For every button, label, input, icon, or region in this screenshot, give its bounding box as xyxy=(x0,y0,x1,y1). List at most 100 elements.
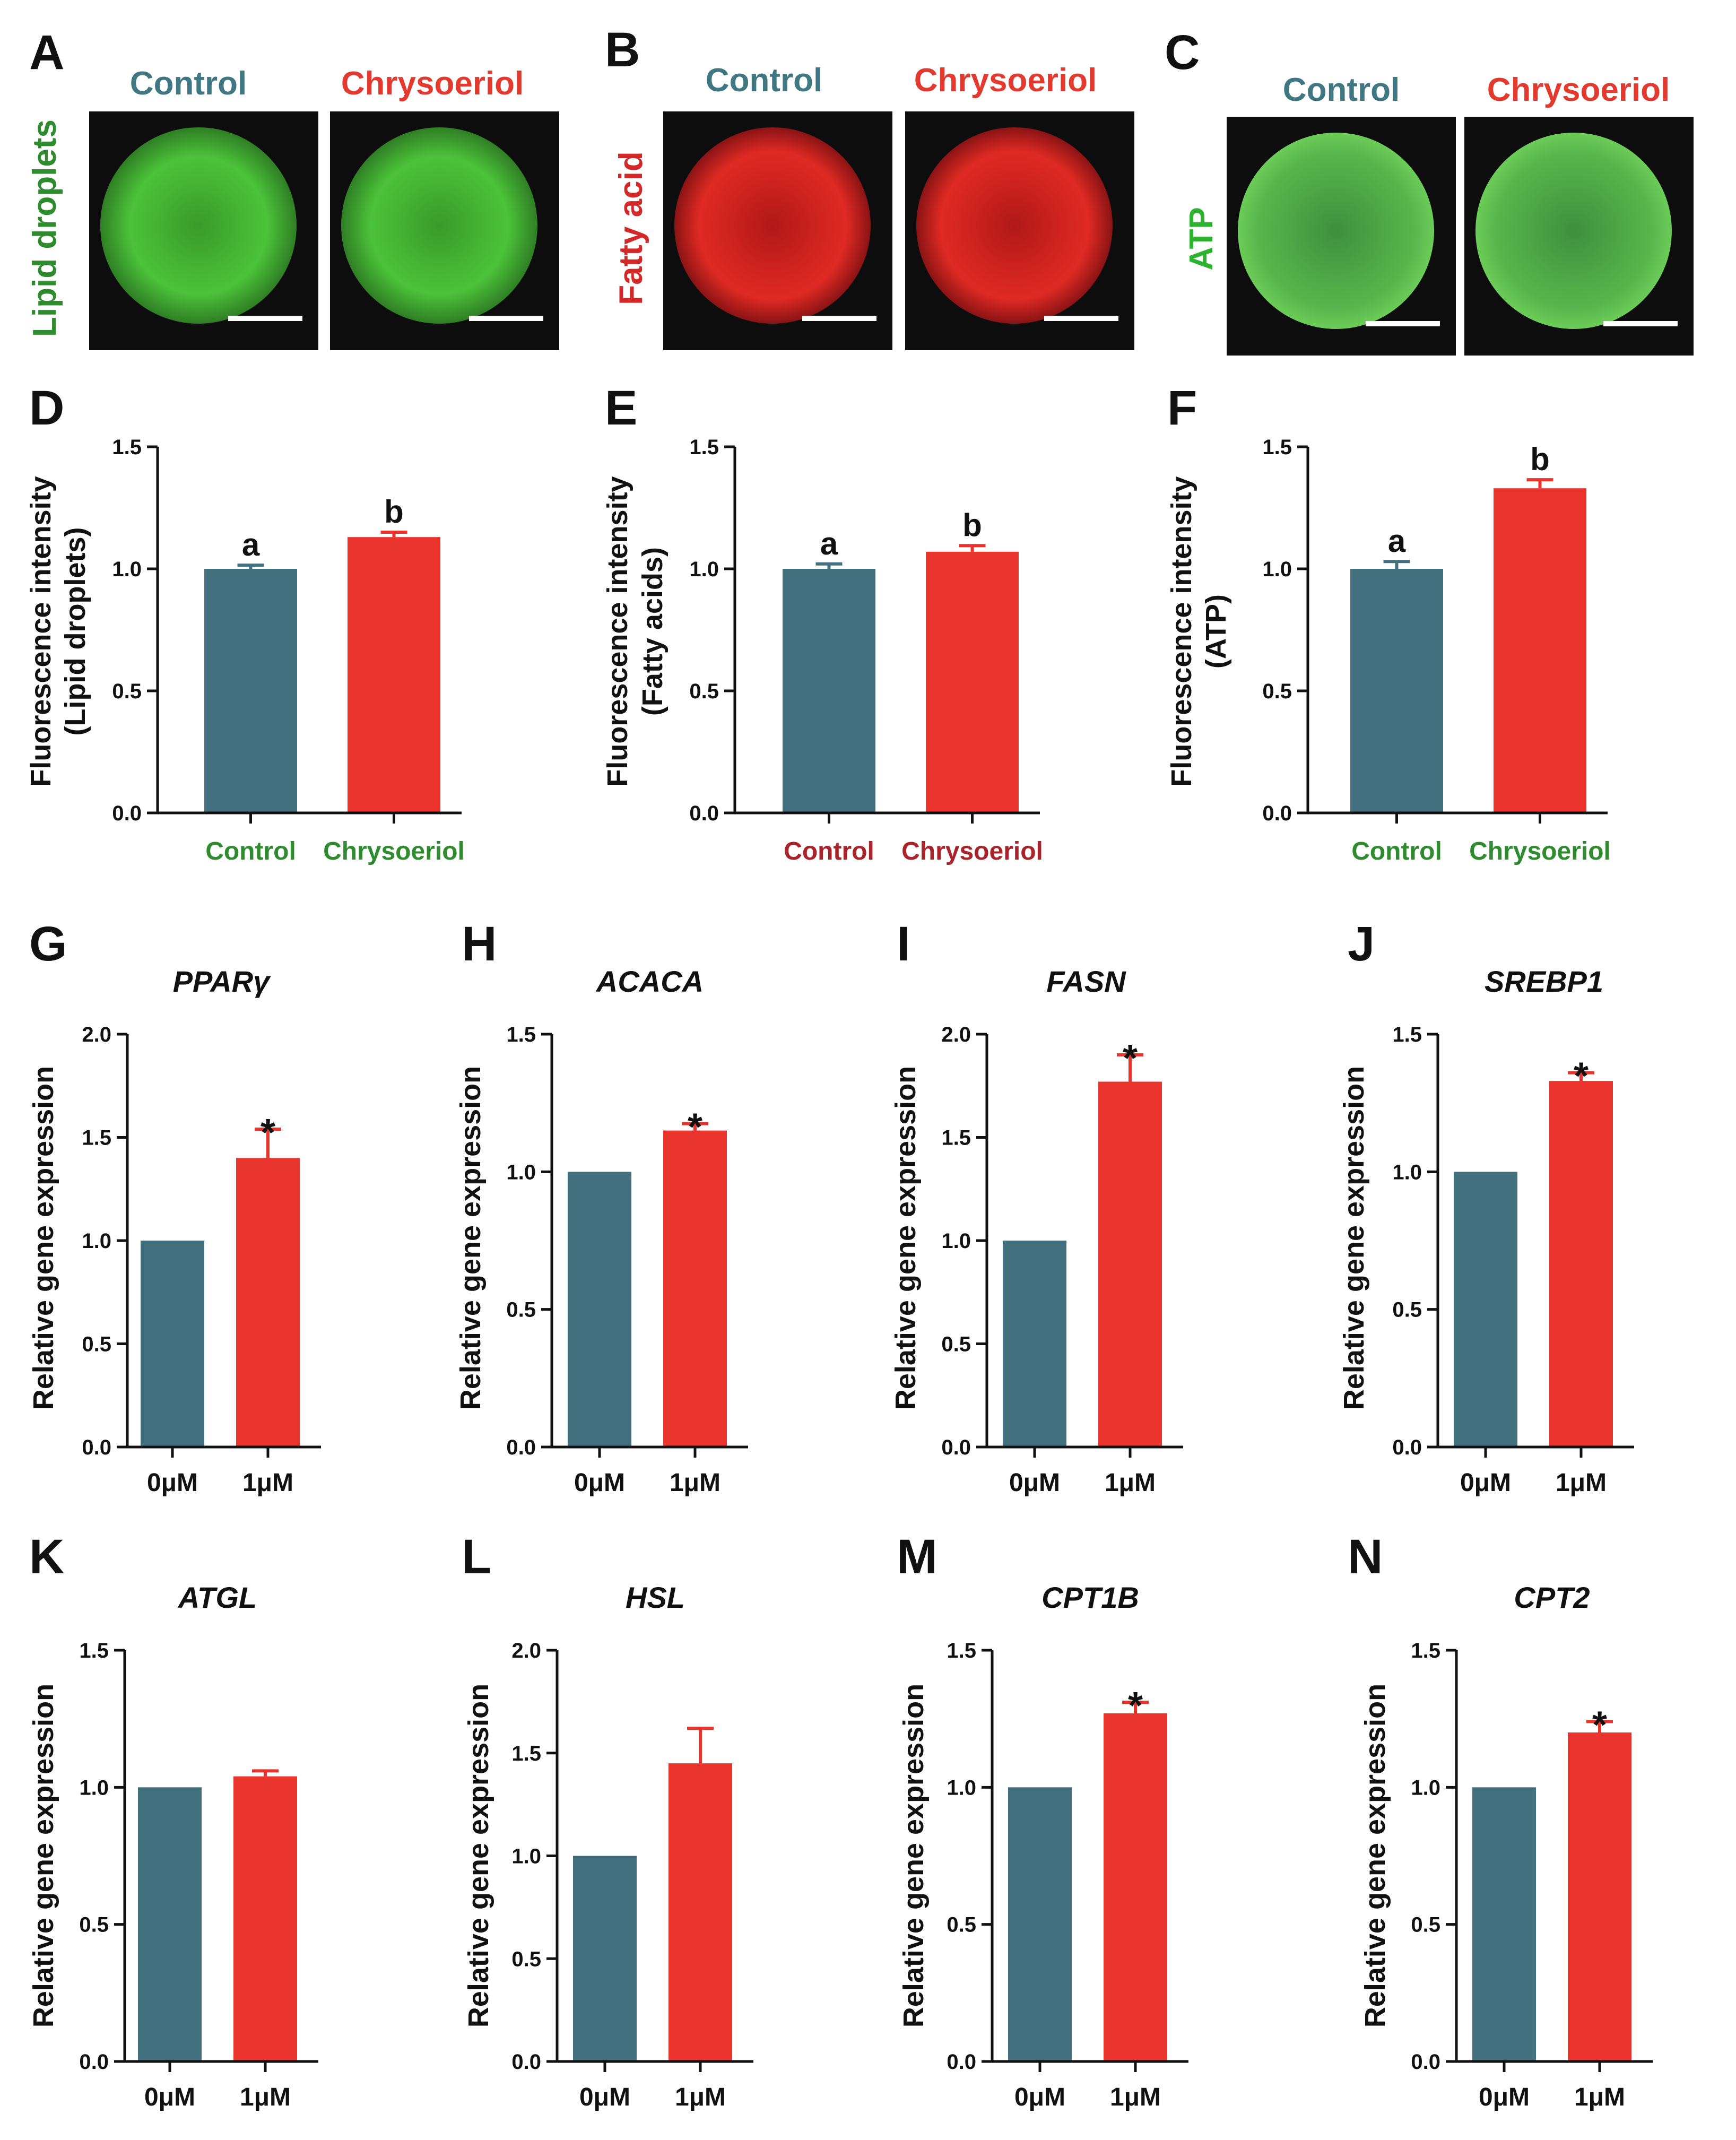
chart-title: CPT2 xyxy=(1514,1581,1590,1614)
y-tick-label: 1.0 xyxy=(947,1776,976,1799)
chart-title: PPARγ xyxy=(173,965,271,998)
chart-panel-d: D Fluorescence intensity (Lipid droplets) a… xyxy=(25,381,465,865)
y-tick-label: 0.5 xyxy=(511,1947,541,1971)
y-tick-label: 1.0 xyxy=(1411,1776,1440,1799)
cell-body xyxy=(1475,133,1672,329)
scale-bar xyxy=(228,316,302,321)
y-tick-label: 1.0 xyxy=(82,1229,111,1253)
bar-chrysoeriol xyxy=(1494,488,1586,813)
y-tick-label: 1.5 xyxy=(112,436,142,459)
micrograph-panels: A Control Chrysoeriol Lipid droplets B Contro… xyxy=(27,23,1694,356)
y-tick-label: 1.0 xyxy=(511,1845,541,1868)
significance-label: a xyxy=(820,526,838,561)
stain-label: Fatty acid xyxy=(613,151,649,305)
control-micrograph xyxy=(89,111,318,350)
bar-1μm xyxy=(236,1158,300,1447)
bar-0μm xyxy=(138,1787,202,2061)
x-category-label: Control xyxy=(1351,837,1442,865)
y-tick-label: 1.5 xyxy=(689,436,719,459)
y-tick-label: 1.5 xyxy=(511,1742,541,1765)
control-label: Control xyxy=(1283,72,1400,108)
cell-body xyxy=(674,127,871,324)
chart-title: ACACA xyxy=(595,965,704,998)
control-label: Control xyxy=(706,62,822,99)
bar-chrysoeriol xyxy=(348,537,440,813)
bar-1μm xyxy=(1549,1081,1613,1447)
chart-panel-h: H ACACA Relative gene expression 0μM * 1μM 0.0… xyxy=(455,917,748,1497)
x-category-label: 0μM xyxy=(1014,2083,1065,2111)
significance-label: b xyxy=(384,494,404,530)
y-tick-label: 0.0 xyxy=(511,2050,541,2074)
x-category-label: Control xyxy=(205,837,296,865)
panel-label: N xyxy=(1348,1530,1383,1584)
x-category-label: 0μM xyxy=(1479,2083,1530,2111)
y-tick-label: 1.0 xyxy=(689,558,719,581)
chart-panel-i: I FASN Relative gene expression 0μM * 1μM 0.0 0… xyxy=(890,917,1183,1497)
y-tick-label: 1.0 xyxy=(79,1776,109,1799)
x-category-label: Chrysoeriol xyxy=(901,837,1043,865)
bar-chrysoeriol xyxy=(926,551,1019,813)
y-axis-title: Relative gene expression xyxy=(28,1066,59,1410)
panel-a: A Control Chrysoeriol Lipid droplets xyxy=(27,25,559,350)
y-axis-title: Relative gene expression xyxy=(28,1684,59,2028)
y-tick-label: 0.0 xyxy=(82,1436,111,1459)
bar-0μm xyxy=(573,1856,637,2061)
treated-micrograph xyxy=(330,111,559,350)
y-axis-title: Relative gene expression xyxy=(890,1066,922,1410)
y-axis-title: Fluorescence intensity xyxy=(25,476,57,786)
chart-panel-m: M CPT1B Relative gene expression 0μM * 1μM 0.0… xyxy=(897,1530,1188,2111)
chart-panel-e: E Fluorescence intensity (Fatty acids) a Con… xyxy=(602,381,1043,865)
stain-label: Lipid droplets xyxy=(27,119,63,337)
y-axis-title: Relative gene expression xyxy=(455,1066,487,1410)
treated-micrograph xyxy=(905,111,1134,350)
y-tick-label: 1.5 xyxy=(947,1639,976,1662)
bar-0μm xyxy=(568,1172,631,1447)
y-tick-label: 0.0 xyxy=(689,802,719,825)
y-axis-title: Fluorescence intensity xyxy=(602,476,633,786)
chart-title: HSL xyxy=(626,1581,685,1614)
cell-body xyxy=(1238,133,1434,329)
bar-1μm xyxy=(1104,1713,1167,2061)
y-tick-label: 1.5 xyxy=(1262,436,1292,459)
y-tick-label: 2.0 xyxy=(511,1639,541,1662)
y-tick-label: 0.0 xyxy=(506,1436,536,1459)
panel-label: I xyxy=(897,917,910,971)
y-axis-title: (Lipid droplets) xyxy=(59,527,91,736)
y-axis-title: Relative gene expression xyxy=(898,1684,930,2028)
significance-label: * xyxy=(261,1112,275,1154)
x-category-label: 1μM xyxy=(1110,2083,1161,2111)
y-tick-label: 0.5 xyxy=(1411,1913,1440,1937)
x-category-label: Control xyxy=(784,837,874,865)
panel-label: H xyxy=(462,917,497,971)
bar-control xyxy=(204,569,297,813)
panel-label: D xyxy=(29,381,64,435)
chart-title: SREBP1 xyxy=(1485,965,1603,998)
x-category-label: 1μM xyxy=(675,2083,726,2111)
y-tick-label: 0.0 xyxy=(79,2050,109,2074)
panel-label: E xyxy=(605,381,637,435)
y-tick-label: 1.5 xyxy=(82,1127,111,1150)
y-tick-label: 0.5 xyxy=(1262,680,1292,703)
y-tick-label: 1.5 xyxy=(1411,1639,1440,1662)
panel-label: K xyxy=(29,1530,64,1584)
y-tick-label: 1.0 xyxy=(112,558,142,581)
x-category-label: 1μM xyxy=(1574,2083,1625,2111)
chart-title: ATGL xyxy=(177,1581,257,1614)
y-tick-label: 1.0 xyxy=(506,1160,536,1184)
y-tick-label: 2.0 xyxy=(941,1023,971,1046)
chart-panel-j: J SREBP1 Relative gene expression 0μM * 1μM 0.… xyxy=(1338,917,1634,1497)
x-category-label: 0μM xyxy=(574,1469,625,1497)
y-tick-label: 0.5 xyxy=(506,1298,536,1322)
bar-0μm xyxy=(1454,1172,1517,1447)
y-tick-label: 0.5 xyxy=(1392,1298,1422,1322)
y-axis-title: (ATP) xyxy=(1200,594,1232,669)
treated-label: Chrysoeriol xyxy=(341,65,524,102)
x-category-label: 0μM xyxy=(144,2083,195,2111)
scale-bar xyxy=(1603,321,1678,326)
y-axis-title: Relative gene expression xyxy=(1338,1066,1370,1410)
bar-1μm xyxy=(233,1776,297,2061)
significance-label: * xyxy=(1128,1685,1143,1727)
y-tick-label: 0.0 xyxy=(947,2050,976,2074)
treated-label: Chrysoeriol xyxy=(1487,72,1670,108)
